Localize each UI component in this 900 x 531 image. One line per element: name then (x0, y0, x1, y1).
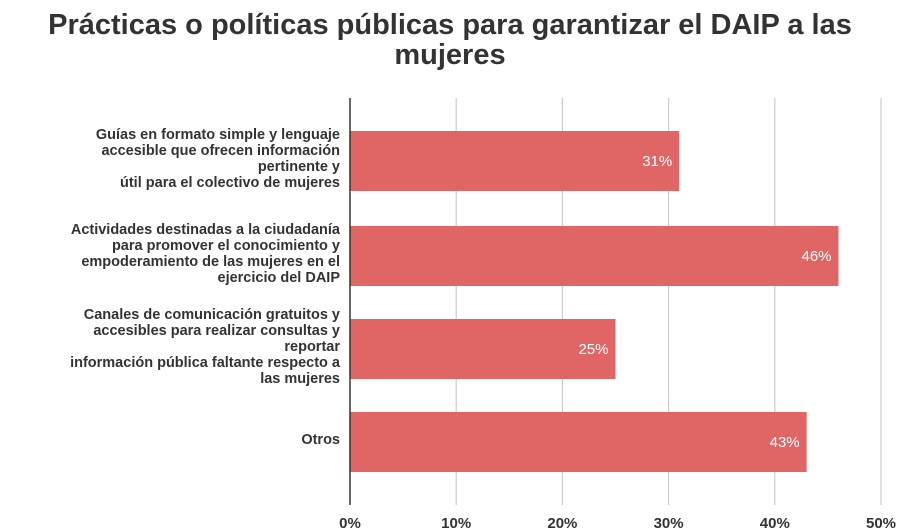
data-label: 43% (770, 434, 800, 451)
bar (350, 319, 616, 379)
category-label: Canales de comunicación gratuitos y acce… (70, 307, 340, 387)
bar (350, 412, 807, 472)
category-label: Otros (301, 432, 340, 448)
x-tick-label: 40% (760, 515, 790, 531)
x-tick-label: 0% (339, 515, 361, 531)
data-label: 31% (642, 153, 672, 170)
x-tick-label: 20% (547, 515, 577, 531)
category-label: Actividades destinadas a la ciudadanía p… (70, 222, 340, 286)
x-tick-label: 50% (866, 515, 896, 531)
x-tick-label: 10% (441, 515, 471, 531)
bar (350, 226, 839, 286)
chart-title: Prácticas o políticas públicas para gara… (48, 9, 852, 71)
category-label: Guías en formato simple y lenguaje acces… (95, 127, 340, 191)
data-label: 46% (801, 248, 831, 265)
bar (350, 131, 680, 191)
x-tick-label: 30% (654, 515, 684, 531)
data-label: 25% (578, 341, 608, 358)
